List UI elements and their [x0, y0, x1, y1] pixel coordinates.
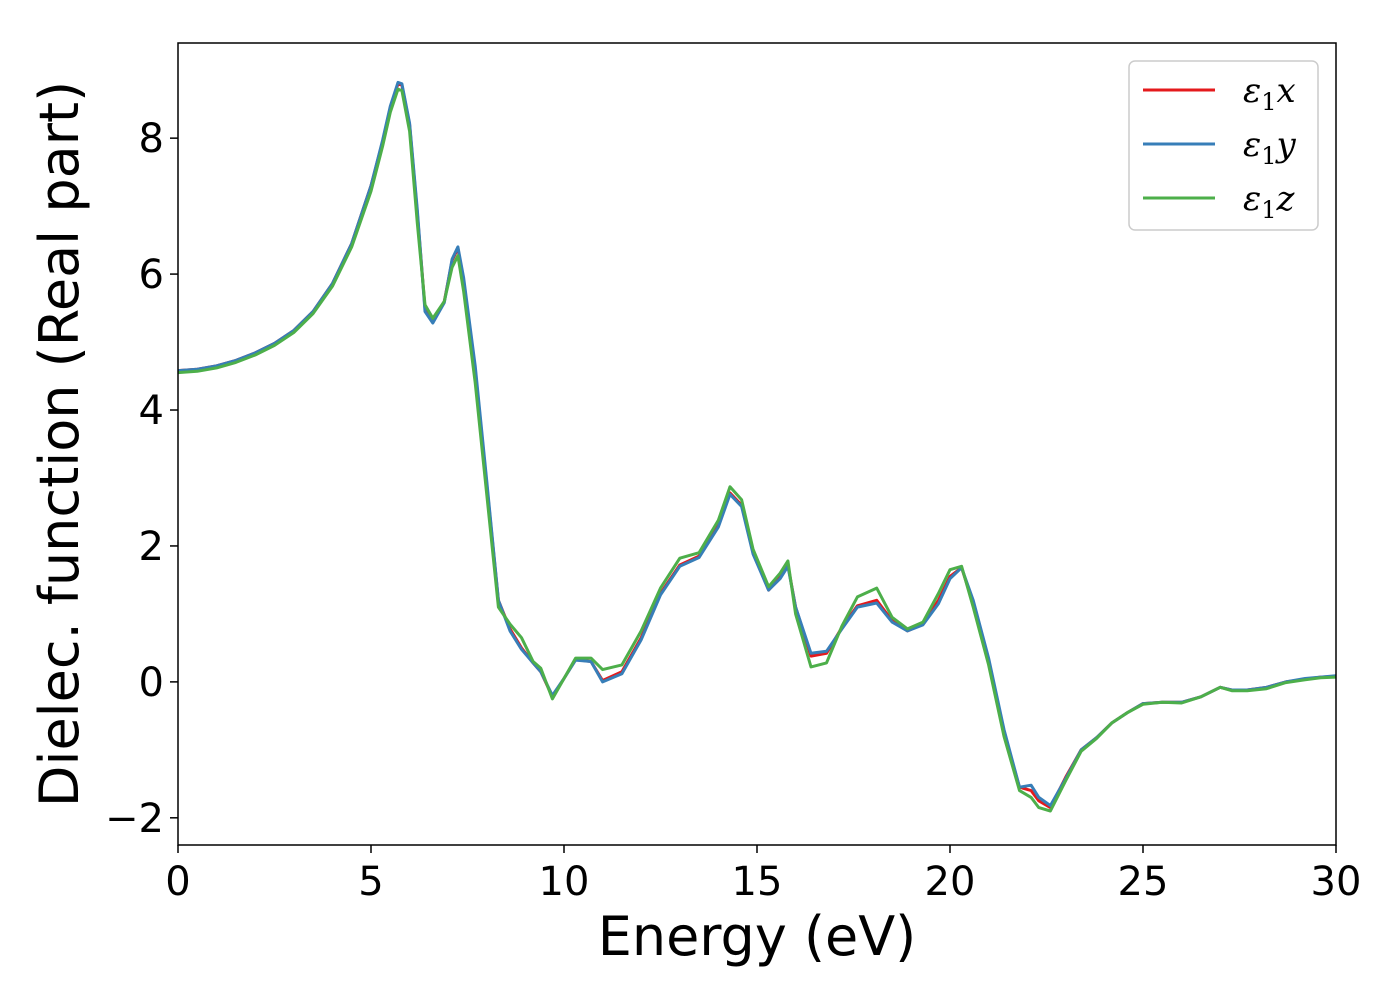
series-line-3: [178, 87, 1336, 813]
legend-label: ε1x: [1243, 71, 1296, 116]
y-tick-label: 6: [139, 252, 164, 298]
y-tick-label: −2: [105, 796, 164, 842]
y-axis-ticks: −2 0 2 4 6 8: [105, 116, 178, 842]
y-tick-label: 8: [139, 116, 164, 162]
x-axis-ticks: 0 5 10 15 20 25 30: [165, 845, 1361, 905]
x-tick-label: 20: [925, 859, 976, 905]
x-tick-label: 30: [1311, 859, 1362, 905]
y-tick-label: 4: [139, 388, 164, 434]
series-lines: [178, 80, 1336, 813]
x-tick-label: 0: [165, 859, 190, 905]
x-tick-label: 25: [1118, 859, 1169, 905]
x-tick-label: 5: [358, 859, 383, 905]
x-axis-label: Energy (eV): [598, 905, 917, 968]
legend-label: ε1z: [1243, 179, 1296, 224]
legend: ε1x ε1y ε1z: [1128, 60, 1319, 231]
x-tick-label: 15: [732, 859, 783, 905]
legend-label: ε1y: [1243, 125, 1297, 170]
y-axis-label: Dielec. function (Real part): [28, 81, 91, 807]
y-tick-label: 2: [139, 524, 164, 570]
x-tick-label: 10: [539, 859, 590, 905]
y-tick-label: 0: [139, 660, 164, 706]
legend-box: [1128, 60, 1319, 231]
